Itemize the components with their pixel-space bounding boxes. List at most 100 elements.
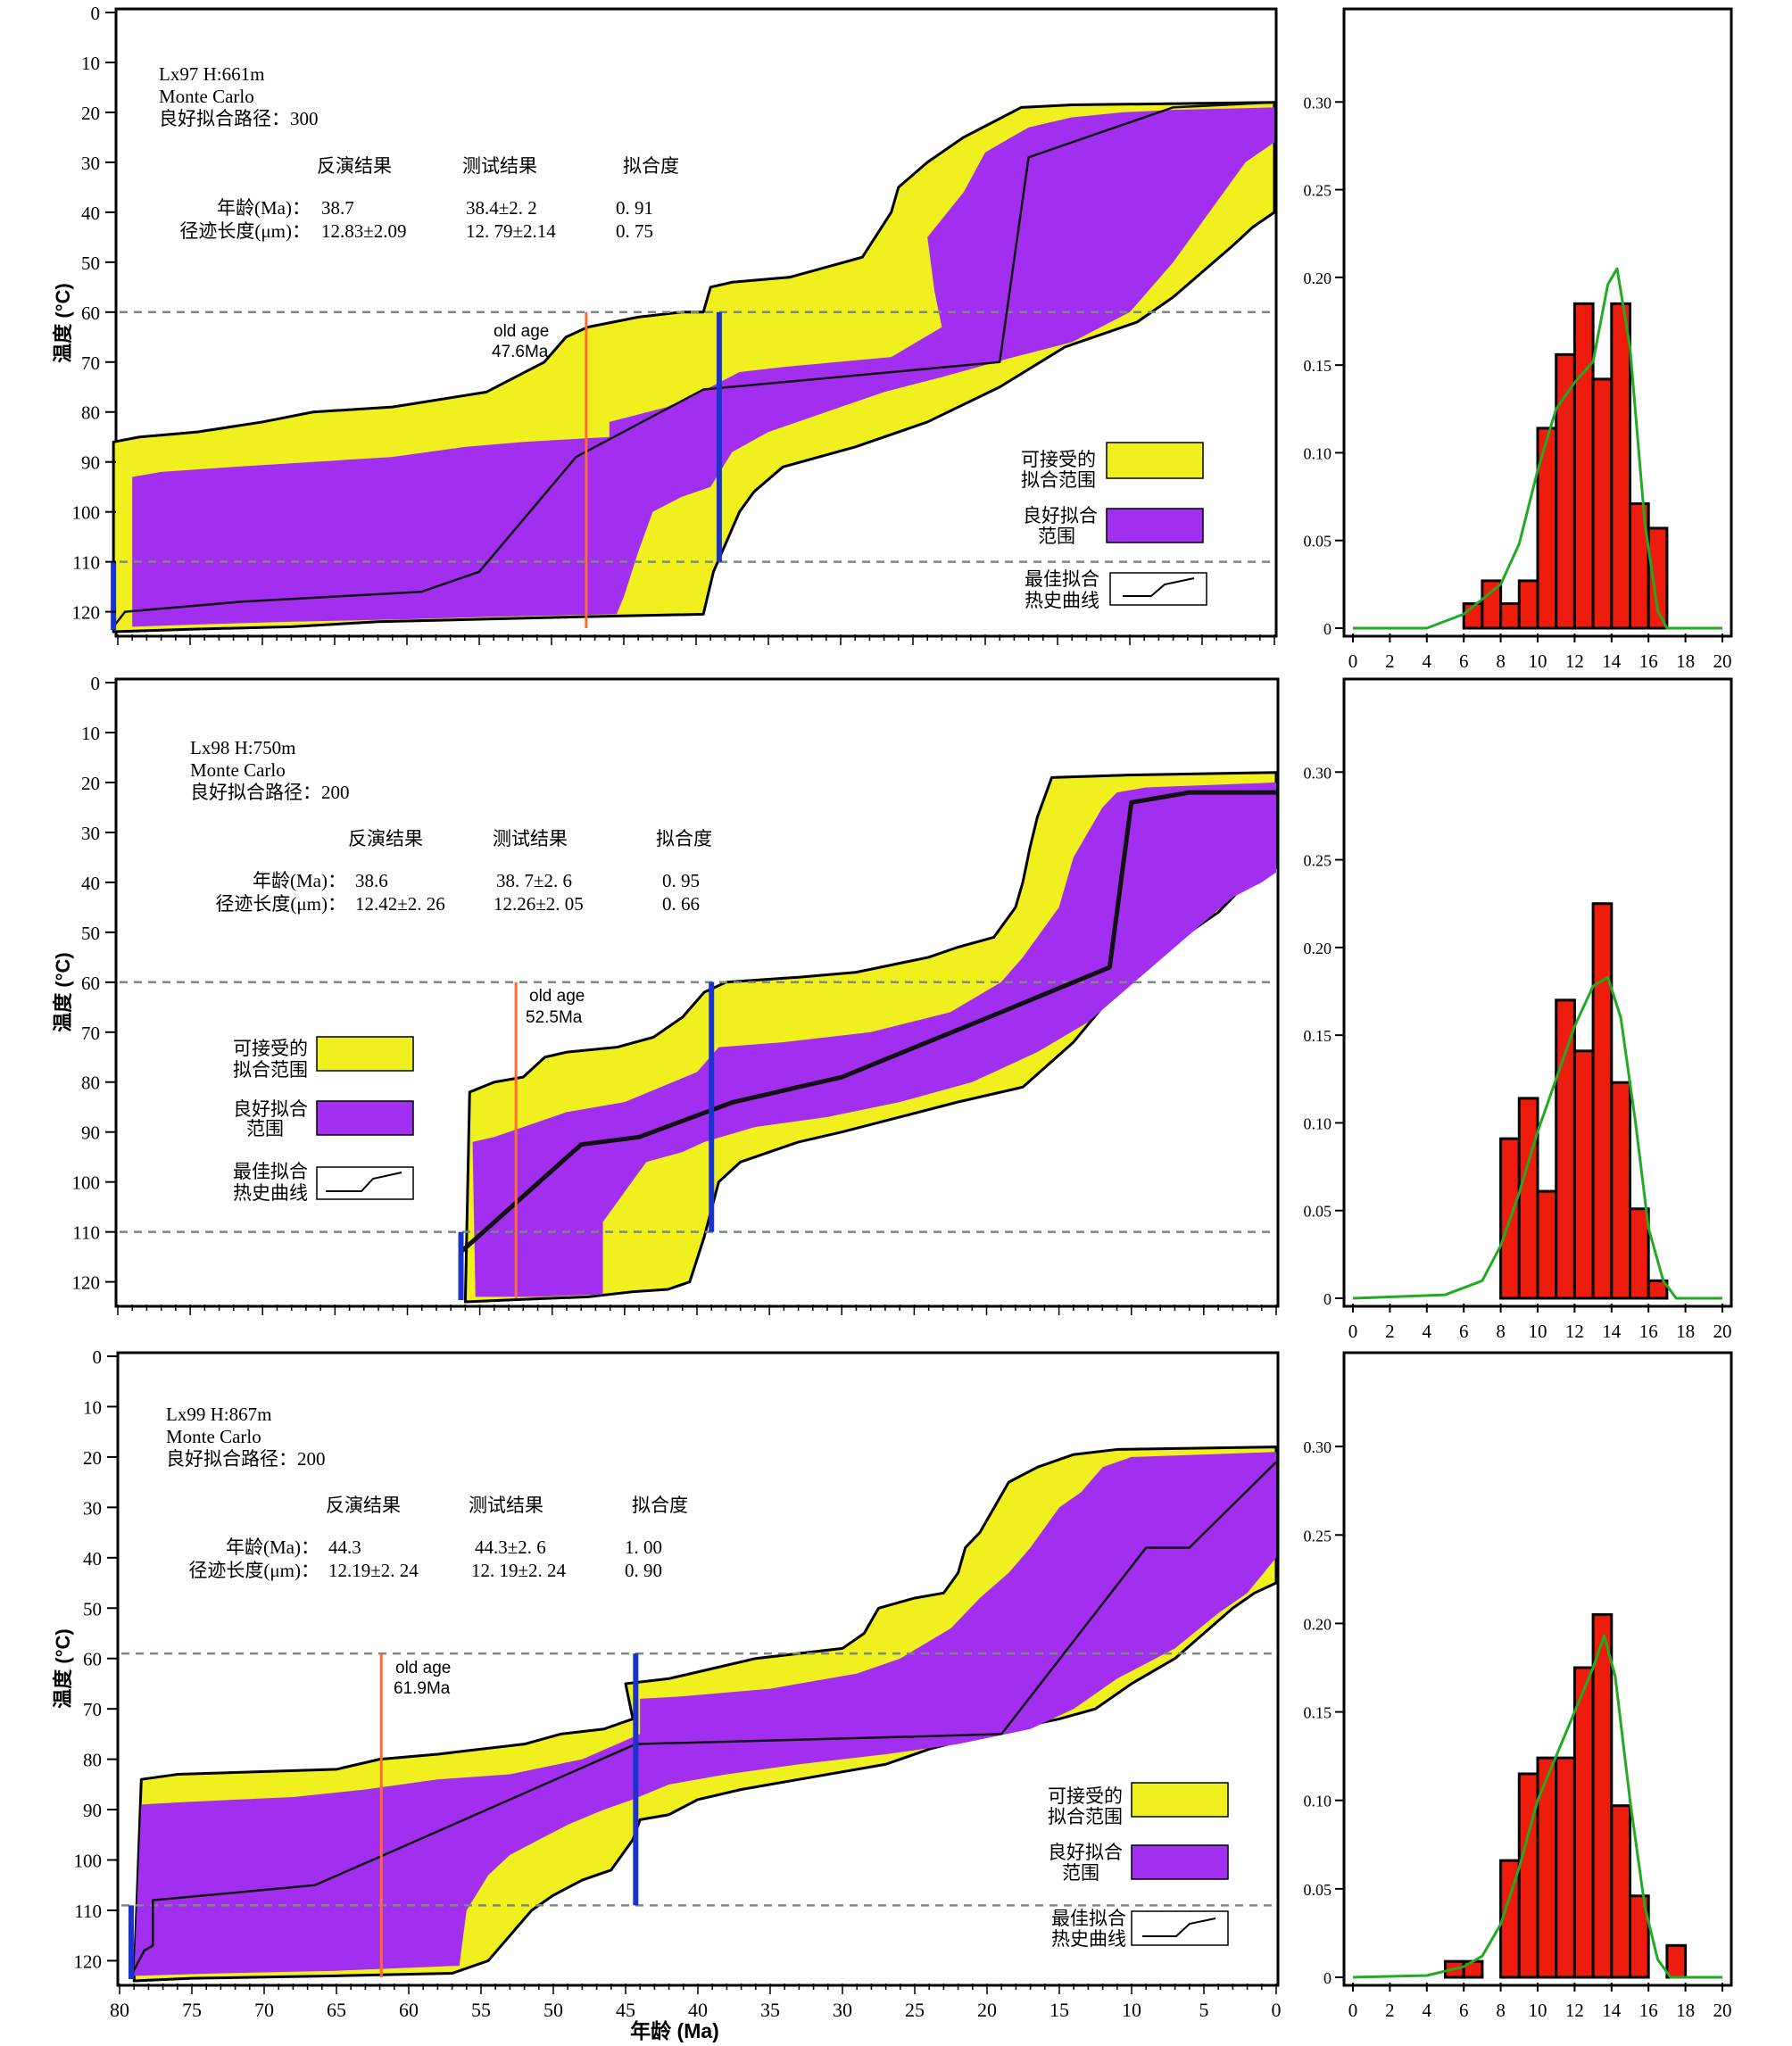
hist-x-tick-label: 10 (1529, 1321, 1547, 1342)
hist-x-tick-label: 4 (1423, 650, 1432, 672)
x-tick-label: 80 (110, 1999, 129, 2021)
hist-y-tick-label: 0 (1323, 620, 1332, 638)
hist-y-tick-label: 0.30 (1304, 764, 1332, 782)
legend-acceptable-text-1: 可接受的 (233, 1038, 308, 1059)
hist-x-tick-label: 6 (1459, 2000, 1469, 2021)
hist-x-tick-label: 8 (1496, 650, 1506, 672)
legend-best-text-2: 热史曲线 (1025, 590, 1099, 611)
stats-header-model: 反演结果 (317, 155, 392, 177)
y-tick-label: 20 (81, 773, 100, 794)
y-tick-label: 110 (72, 552, 100, 574)
histogram-bar (1591, 1613, 1614, 1979)
legend-best-line-sample (326, 1172, 402, 1192)
legend-best-line-sample (1123, 577, 1195, 597)
hist-x-tick-label: 4 (1423, 2000, 1432, 2021)
good-paths-count: 良好拟合路径：200 (166, 1448, 326, 1470)
histogram-bar (1629, 1894, 1650, 1979)
x-axis-label: 年龄 (Ma) (630, 2019, 719, 2042)
y-tick-label: 60 (81, 302, 100, 324)
histogram-bar (1572, 302, 1595, 630)
hist-x-tick-label: 12 (1565, 650, 1584, 672)
hist-x-tick-label: 0 (1348, 650, 1358, 672)
stats-header-gof: 拟合度 (623, 155, 679, 177)
legend: 可接受的 拟合范围 良好拟合 范围 最佳拟合 热史曲线 (1021, 442, 1207, 611)
histogram-bar (1629, 1207, 1650, 1300)
hist-x-tick-label: 8 (1496, 2000, 1506, 2021)
stats-header-measured: 测试结果 (462, 155, 537, 177)
y-tick-label: 100 (72, 502, 101, 524)
hist-y-tick-label: 0.05 (1304, 1881, 1332, 1899)
hist-y-tick-label: 0 (1323, 1969, 1332, 1987)
y-tick-label: 80 (81, 402, 100, 424)
hist-y-tick-label: 0.20 (1304, 269, 1332, 287)
y-tick-label: 90 (81, 1122, 100, 1144)
y-tick-label: 70 (81, 1023, 100, 1044)
legend-acceptable-swatch (1106, 442, 1204, 479)
old-age-value: 52.5Ma (526, 1008, 583, 1027)
histogram-bar (1572, 1049, 1595, 1300)
hist-x-tick-label: 6 (1459, 650, 1469, 672)
stats-header-gof: 拟合度 (656, 828, 712, 849)
stats-row-length-label: 径迹长度(μm)： (188, 1560, 319, 1581)
histogram-panel-lx98: 0 0.05 0.10 0.15 0.20 0.25 0.30 0 2 4 6 8 10 12 14 16 18… (1304, 677, 1733, 1342)
legend-best-text-2: 热史曲线 (233, 1182, 308, 1204)
stats-row-length-model: 12.19±2. 24 (328, 1560, 419, 1581)
legend-acceptable-swatch (1131, 1782, 1229, 1818)
length-distribution-curve (1352, 975, 1722, 1300)
y-tick-label: 120 (72, 1272, 101, 1294)
old-age-label: old age (494, 322, 549, 341)
hist-y-tick-label: 0.05 (1304, 1203, 1332, 1221)
stats-row-age-measured: 38. 7±2. 6 (496, 870, 572, 891)
y-tick-label: 40 (83, 1548, 102, 1570)
histogram-panel-lx99: 0 0.05 0.10 0.15 0.20 0.25 0.30 0 2 4 6 8 10 12 14 16 18… (1304, 1351, 1733, 2021)
y-tick-label: 20 (83, 1447, 102, 1469)
stats-row-length-gof: 0. 66 (662, 893, 700, 915)
legend-good-text-1: 良好拟合 (233, 1098, 308, 1120)
hist-y-tick-label: 0.15 (1304, 1704, 1332, 1722)
y-tick-label: 100 (74, 1851, 103, 1872)
hist-x-tick-label: 6 (1459, 1321, 1469, 1342)
good-paths-count: 良好拟合路径：200 (190, 782, 350, 803)
sample-method: Monte Carlo (190, 759, 286, 781)
hist-y-tick-label: 0.25 (1304, 1527, 1332, 1545)
stats-row-age-gof: 0. 91 (616, 197, 653, 219)
stats-row-length-measured: 12. 79±2.14 (466, 220, 556, 242)
hist-x-tick-label: 10 (1529, 2000, 1547, 2021)
stats-row-length-measured: 12. 19±2. 24 (471, 1560, 567, 1581)
x-tick-label: 25 (905, 1999, 925, 2021)
hist-x-tick-label: 14 (1602, 2000, 1622, 2021)
hist-x-tick-label: 2 (1385, 2000, 1395, 2021)
good-paths-count: 良好拟合路径：300 (159, 108, 319, 129)
histogram-bar (1610, 1804, 1632, 1979)
y-tick-label: 50 (81, 253, 100, 274)
old-age-label: old age (395, 1659, 451, 1677)
y-tick-label: 40 (81, 873, 100, 894)
hist-x-tick-label: 12 (1565, 2000, 1584, 2021)
legend-acceptable-text-2: 拟合范围 (1021, 469, 1096, 491)
legend-good-text-1: 良好拟合 (1023, 505, 1098, 526)
histogram-bar (1647, 526, 1669, 630)
x-tick-label: 40 (688, 1999, 708, 2021)
hist-x-tick-label: 20 (1713, 650, 1732, 672)
stats-row-length-gof: 0. 75 (616, 220, 653, 242)
histogram-bar (1517, 1772, 1539, 1979)
sample-title-line: Lx99 H:867m (166, 1404, 271, 1425)
legend-acceptable-text-1: 可接受的 (1021, 449, 1096, 470)
best-fit-path (112, 101, 1275, 628)
y-tick-label: 50 (81, 923, 100, 944)
sample-method: Monte Carlo (159, 86, 254, 107)
stats-header-measured: 测试结果 (469, 1495, 543, 1516)
hist-x-tick-label: 2 (1385, 650, 1395, 672)
y-axis-label: 温度 (°C) (52, 1628, 74, 1708)
stats-row-age-label: 年龄(Ma)： (253, 870, 346, 891)
hist-x-tick-label: 14 (1602, 1321, 1622, 1342)
x-tick-label: 15 (1049, 1999, 1069, 2021)
hist-x-tick-label: 16 (1639, 2000, 1658, 2021)
y-tick-label: 60 (81, 973, 100, 994)
histogram-bar (1555, 998, 1576, 1300)
hist-y-tick-label: 0.30 (1304, 94, 1332, 112)
hist-x-tick-label: 12 (1565, 1321, 1584, 1342)
histogram-bar (1665, 1943, 1688, 1979)
histogram-bar (1610, 302, 1632, 630)
